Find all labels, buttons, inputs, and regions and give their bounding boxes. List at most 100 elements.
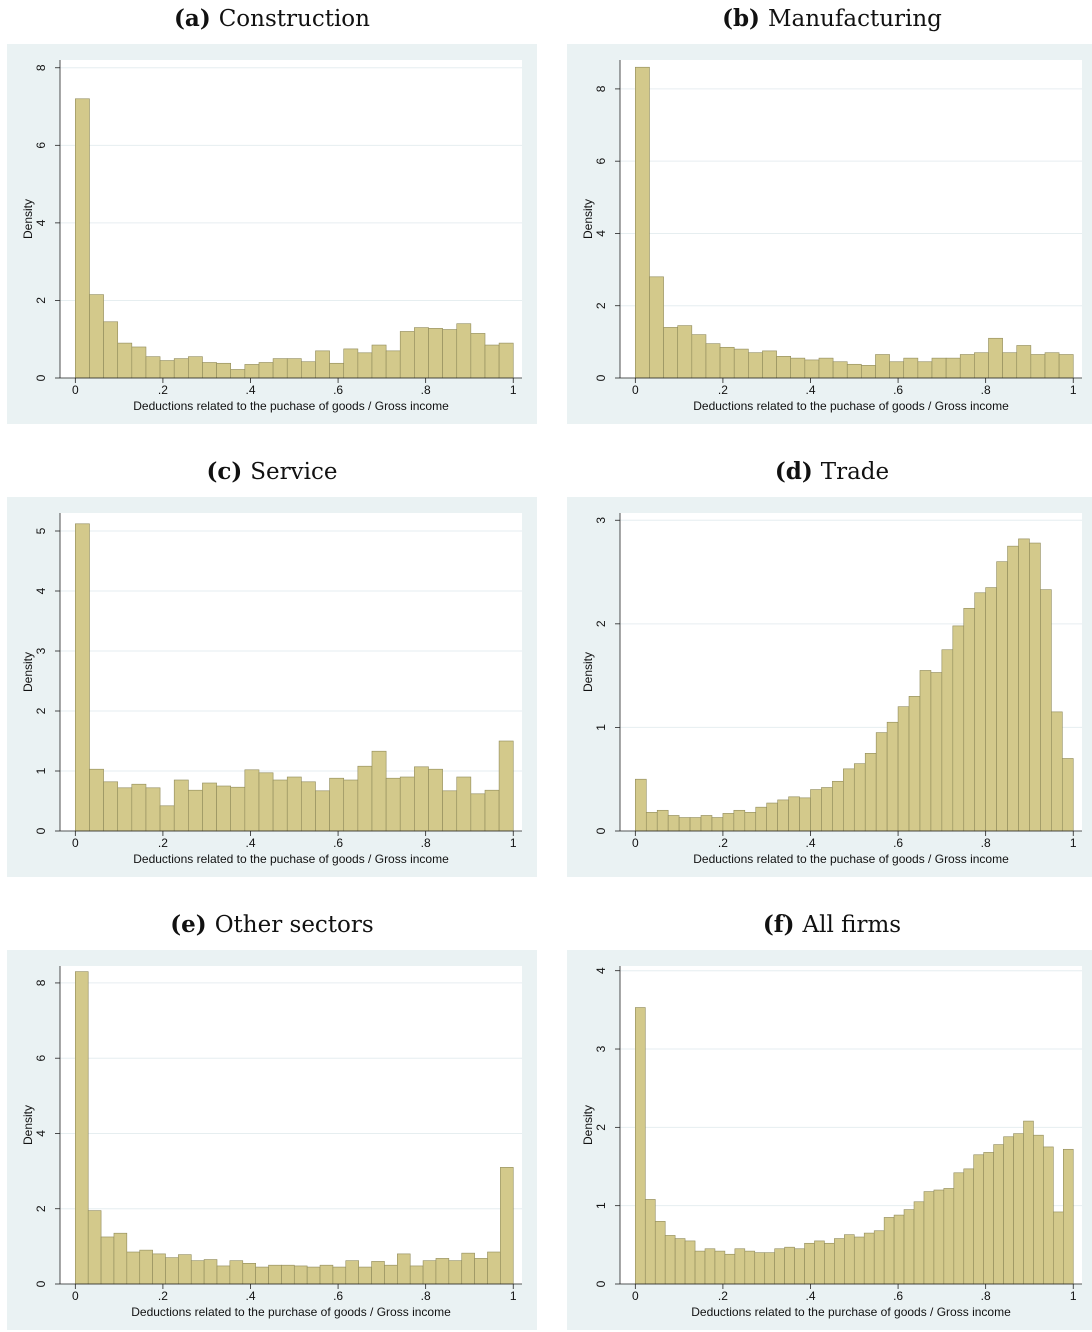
- bar: [988, 337, 1003, 379]
- y-tick-label: 4: [34, 1130, 48, 1137]
- bar: [1023, 1120, 1034, 1285]
- bar: [131, 346, 147, 379]
- x-tick-label: 1: [510, 383, 517, 397]
- bar: [777, 799, 789, 832]
- bar: [733, 809, 746, 832]
- bar: [983, 1152, 994, 1285]
- bar: [678, 817, 691, 832]
- panel: (e) Other sectors 0 2 4 6 8 0 .2 .4 .6 .8 1 Deduction…: [7, 911, 537, 1330]
- bar: [258, 362, 274, 379]
- x-tick-label: 1: [510, 1289, 517, 1303]
- bar: [89, 768, 104, 832]
- bar: [358, 1266, 372, 1285]
- bar: [371, 750, 387, 832]
- bar: [448, 1260, 463, 1285]
- y-tick-label: 3: [594, 517, 608, 524]
- bar: [834, 1238, 845, 1285]
- bar: [832, 361, 848, 379]
- bar: [923, 1191, 935, 1285]
- y-tick-label: 0: [594, 827, 608, 834]
- bar: [89, 294, 104, 379]
- bar: [188, 356, 203, 379]
- bar: [1030, 354, 1046, 379]
- bar: [1033, 1134, 1044, 1285]
- bar: [1051, 711, 1063, 832]
- y-axis-label: Density: [581, 199, 595, 239]
- bar: [399, 776, 415, 832]
- y-axis-label: Density: [21, 199, 35, 239]
- bar: [216, 362, 231, 379]
- bar: [953, 1172, 965, 1285]
- bar: [244, 769, 260, 832]
- x-tick-label: 1: [1070, 836, 1077, 850]
- bar: [943, 1188, 955, 1285]
- bar: [846, 363, 862, 379]
- bar: [487, 1251, 501, 1285]
- bar: [343, 348, 359, 379]
- bar: [1007, 545, 1019, 832]
- y-tick-label: 2: [34, 297, 48, 304]
- x-tick-label: 0: [72, 383, 79, 397]
- bar: [329, 362, 345, 379]
- x-tick-label: .2: [718, 383, 728, 397]
- y-axis-label: Density: [21, 652, 35, 692]
- bar: [635, 778, 647, 832]
- bar: [242, 1263, 256, 1285]
- x-tick-label: 0: [632, 836, 639, 850]
- x-tick-label: 1: [510, 836, 517, 850]
- bar: [974, 352, 989, 379]
- bar: [985, 587, 997, 832]
- bar: [784, 1246, 795, 1285]
- bar: [714, 1250, 726, 1285]
- panel-title-text: Manufacturing: [768, 6, 942, 32]
- plot-area: [620, 60, 1082, 378]
- bar: [329, 777, 345, 832]
- bar: [332, 1266, 347, 1285]
- bar: [804, 1242, 815, 1285]
- bar: [755, 806, 768, 832]
- bar: [893, 1214, 905, 1285]
- bar: [724, 1253, 736, 1285]
- panel: (d) Trade 0 1 2 3 0 .2 .4 .6 .8 1 Deductions related…: [567, 458, 1092, 877]
- bar: [754, 1252, 766, 1285]
- bar: [1018, 538, 1030, 832]
- bar: [799, 797, 811, 832]
- x-tick-label: .4: [805, 1289, 815, 1303]
- bar: [645, 812, 658, 832]
- bar: [414, 327, 429, 379]
- x-tick-label: 0: [72, 836, 79, 850]
- bar: [959, 354, 975, 379]
- x-tick-label: 0: [632, 1289, 639, 1303]
- bar: [343, 779, 359, 832]
- bar: [875, 354, 890, 379]
- bar: [173, 358, 189, 379]
- y-tick-label: 2: [34, 1205, 48, 1212]
- bar: [873, 1230, 885, 1285]
- bar: [667, 815, 680, 832]
- plot-area: [60, 966, 522, 1284]
- bar: [230, 369, 246, 379]
- y-tick-label: 1: [594, 724, 608, 731]
- x-tick-label: .8: [981, 836, 991, 850]
- bar: [1016, 345, 1032, 379]
- bar: [677, 325, 693, 379]
- bar: [897, 706, 910, 832]
- bar: [903, 1209, 915, 1285]
- x-tick-label: .4: [245, 1289, 255, 1303]
- bar: [843, 768, 855, 832]
- panel-title-text: Construction: [219, 6, 370, 32]
- bar: [883, 1217, 895, 1285]
- y-tick-label: 8: [594, 85, 608, 92]
- panel-title-text: Trade: [821, 459, 889, 485]
- x-tick-label: .4: [805, 836, 815, 850]
- y-tick-label: 0: [594, 1280, 608, 1287]
- bar: [255, 1266, 269, 1285]
- panel-title: (e) Other sectors: [170, 911, 373, 938]
- bar: [272, 779, 288, 832]
- x-tick-label: 0: [632, 383, 639, 397]
- x-tick-label: .2: [158, 836, 168, 850]
- bar: [824, 1242, 835, 1285]
- bar: [409, 1265, 424, 1285]
- panel-title: (a) Construction: [174, 5, 370, 32]
